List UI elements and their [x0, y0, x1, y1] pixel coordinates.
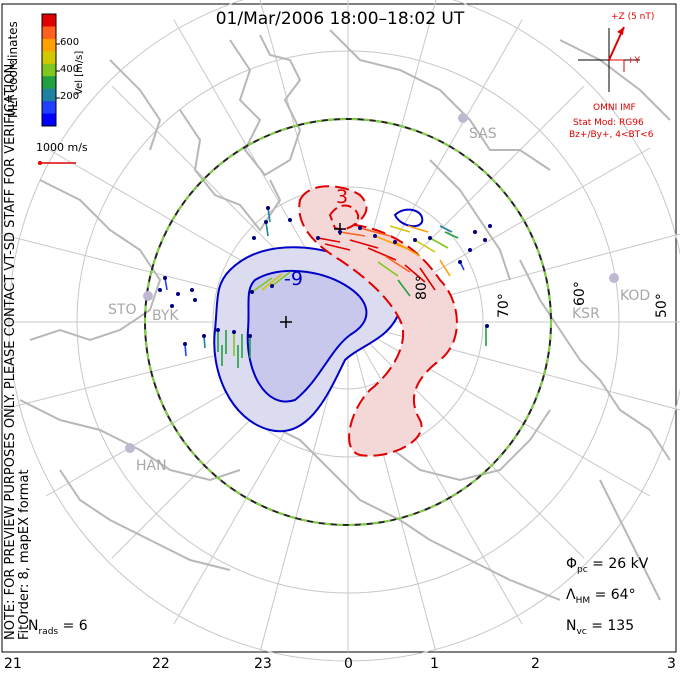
lat-label-60: 60°	[572, 281, 588, 306]
radar-count: Nrads = 6	[28, 618, 88, 637]
lat-label-50: 50°	[654, 293, 670, 318]
verification-note: NOTE: FOR PREVIEW PURPOSES ONLY. PLEASE …	[3, 59, 32, 640]
cross-polar-potential: Φpc = 26 kV	[566, 556, 648, 575]
colorbar-tick-400: 400	[60, 64, 80, 75]
vector-count: Nvc = 135	[566, 618, 634, 637]
negative-cell-inner	[246, 269, 368, 403]
contour-label-neg: -9	[284, 268, 303, 290]
lat-label-80: 80°	[414, 275, 430, 300]
mlt-hour-1: 1	[430, 656, 439, 672]
stat-model: Stat Mod: RG96	[573, 118, 644, 128]
imf-condition: Bz+/By+, 4<BT<6	[569, 130, 654, 140]
colorbar-swatch	[42, 63, 56, 77]
imf-y-label: +Y	[627, 56, 641, 66]
station-label-byk: BYK	[152, 308, 179, 324]
imf-glyph	[578, 26, 640, 92]
potential-min-marker	[280, 316, 292, 328]
note-line-2: FitOrder: 8, mapEX format	[17, 469, 32, 640]
colorbar-tick-600: 600	[60, 37, 80, 48]
colorbar-frame	[41, 13, 57, 127]
nrads-value: = 6	[62, 618, 88, 634]
colorbar-swatch	[42, 51, 56, 65]
lambda-symbol: Λ	[566, 587, 576, 603]
lat-label-70: 70°	[496, 293, 512, 318]
colorbar-swatch	[42, 26, 56, 40]
mlt-hour-23: 23	[254, 656, 272, 672]
coastlines	[19, 29, 671, 601]
phi-value: = 26 kV	[592, 556, 649, 572]
scale-vector	[38, 161, 76, 165]
station-markers	[125, 113, 619, 453]
coordinate-system-label: MLT coordinates	[6, 21, 20, 118]
phi-symbol: Φ	[566, 556, 578, 572]
contour-label-pos: 3	[336, 186, 349, 208]
mlt-hour-0: 0	[344, 656, 353, 672]
station-label-ksr: KSR	[572, 306, 600, 322]
scale-vector-label: 1000 m/s	[36, 141, 88, 154]
station-label-kod: KOD	[620, 288, 651, 304]
colorbar-swatch	[42, 14, 56, 27]
mlt-hour-22: 22	[152, 656, 170, 672]
vector-origins	[158, 206, 492, 346]
lambda-value: = 64°	[594, 587, 636, 603]
phi-subscript: pc	[577, 564, 588, 575]
plot-frame	[1, 3, 677, 653]
colorbar-tick-200: 200	[60, 91, 80, 102]
nvc-value: = 135	[591, 618, 635, 634]
colorbar-swatch	[42, 101, 56, 115]
imf-z-label: +Z (5 nT)	[611, 12, 655, 22]
mlt-hour-21: 21	[4, 656, 22, 672]
negative-cell-small	[393, 208, 424, 228]
mlt-hour-2: 2	[531, 656, 540, 672]
station-label-han: HAN	[136, 458, 167, 474]
nrads-symbol: N	[28, 618, 39, 634]
colorbar-swatch	[42, 88, 56, 102]
velocity-vectors	[164, 207, 487, 368]
note-line-1: NOTE: FOR PREVIEW PURPOSES ONLY. PLEASE …	[3, 59, 18, 640]
lambda-subscript: HM	[575, 595, 591, 606]
imf-source: OMNI IMF	[593, 103, 636, 113]
nrads-subscript: rads	[38, 626, 59, 637]
mlt-hour-3: 3	[667, 656, 676, 672]
velocity-colorbar	[42, 14, 56, 127]
colorbar-swatch	[42, 113, 56, 127]
hm-boundary-dash	[144, 118, 552, 526]
colorbar-swatch	[42, 76, 56, 90]
nvc-subscript: vc	[576, 626, 587, 637]
colorbar-swatch	[42, 38, 56, 52]
station-label-sas: SAS	[469, 126, 497, 142]
map-title: 01/Mar/2006 18:00–18:02 UT	[215, 9, 465, 29]
station-label-sto: STO	[108, 302, 137, 318]
nvc-symbol: N	[566, 618, 577, 634]
colorbar-ticks	[56, 43, 60, 99]
hm-latitude: ΛHM = 64°	[566, 587, 636, 606]
